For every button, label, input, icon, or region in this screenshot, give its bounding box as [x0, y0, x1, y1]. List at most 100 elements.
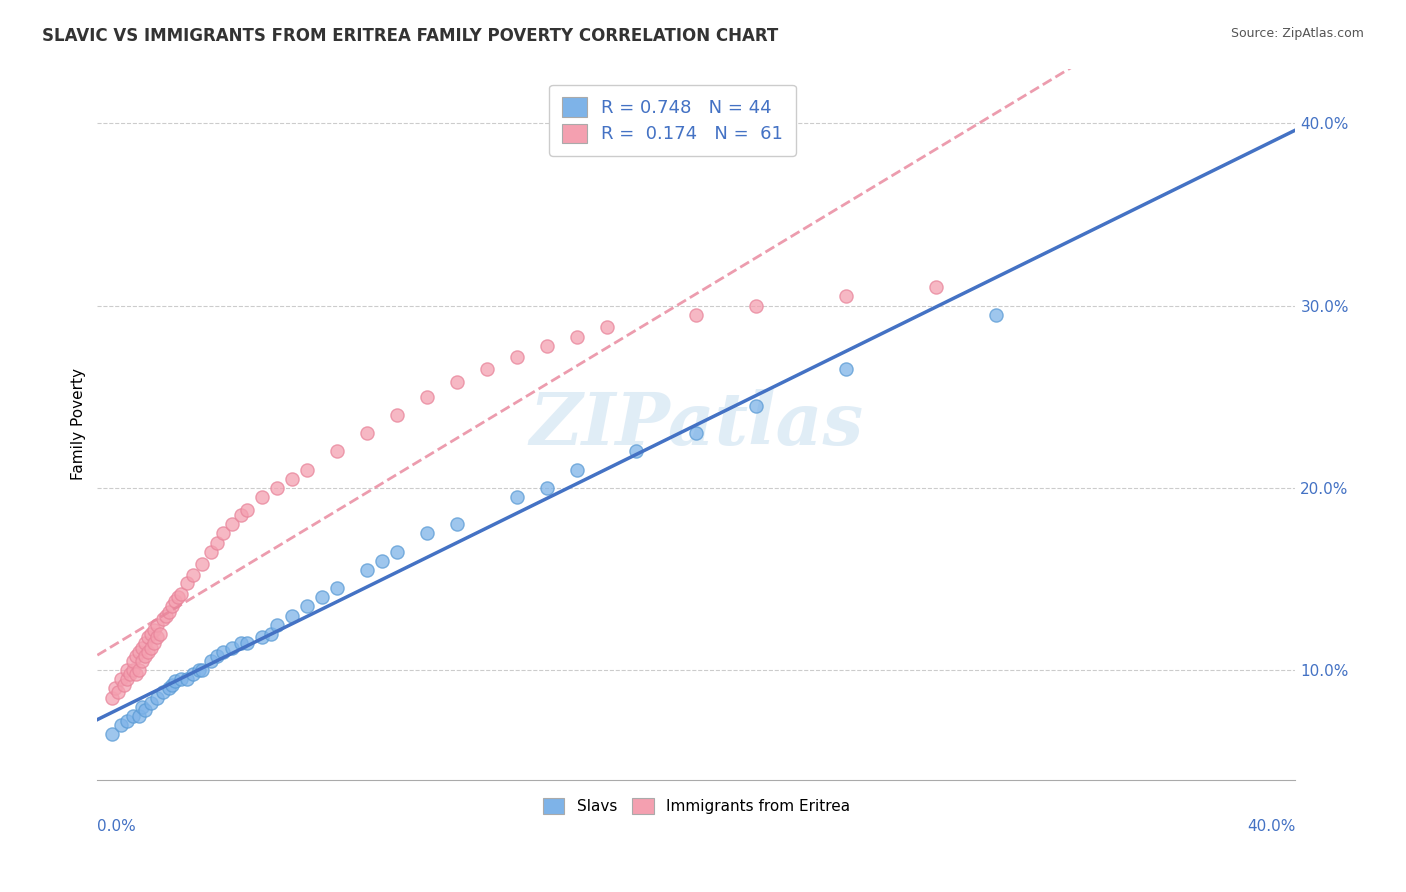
Point	[236, 636, 259, 650]
Point	[835, 362, 858, 376]
Point	[128, 663, 150, 677]
Point	[371, 554, 394, 568]
Point	[125, 648, 148, 663]
Point	[626, 444, 648, 458]
Point	[165, 674, 187, 689]
Point	[295, 463, 318, 477]
Point	[112, 678, 135, 692]
Legend: Slavs, Immigrants from Eritrea: Slavs, Immigrants from Eritrea	[536, 790, 858, 822]
Point	[149, 626, 172, 640]
Point	[134, 648, 156, 663]
Point	[229, 508, 252, 523]
Point	[160, 599, 183, 614]
Point	[212, 526, 235, 541]
Point	[141, 696, 163, 710]
Point	[475, 362, 498, 376]
Point	[416, 390, 439, 404]
Point	[146, 690, 169, 705]
Point	[165, 594, 187, 608]
Point	[141, 641, 163, 656]
Point	[131, 654, 153, 668]
Point	[125, 666, 148, 681]
Point	[356, 426, 378, 441]
Point	[446, 517, 468, 532]
Text: SLAVIC VS IMMIGRANTS FROM ERITREA FAMILY POVERTY CORRELATION CHART: SLAVIC VS IMMIGRANTS FROM ERITREA FAMILY…	[42, 27, 779, 45]
Point	[311, 591, 333, 605]
Point	[685, 426, 707, 441]
Point	[446, 375, 468, 389]
Point	[191, 663, 214, 677]
Point	[141, 626, 163, 640]
Point	[745, 299, 768, 313]
Point	[385, 408, 408, 422]
Point	[157, 605, 180, 619]
Point	[176, 575, 198, 590]
Point	[104, 681, 127, 696]
Text: Source: ZipAtlas.com: Source: ZipAtlas.com	[1230, 27, 1364, 40]
Point	[152, 612, 174, 626]
Point	[505, 490, 527, 504]
Point	[685, 308, 707, 322]
Point	[146, 617, 169, 632]
Point	[122, 663, 145, 677]
Point	[176, 673, 198, 687]
Point	[260, 626, 283, 640]
Point	[536, 339, 558, 353]
Point	[416, 526, 439, 541]
Point	[101, 690, 124, 705]
Point	[120, 666, 142, 681]
Point	[157, 681, 180, 696]
Point	[536, 481, 558, 495]
Point	[170, 673, 193, 687]
Point	[236, 502, 259, 516]
Text: 0.0%: 0.0%	[97, 819, 136, 834]
Point	[143, 636, 166, 650]
Point	[229, 636, 252, 650]
Point	[152, 685, 174, 699]
Point	[565, 463, 588, 477]
Point	[250, 490, 273, 504]
Y-axis label: Family Poverty: Family Poverty	[72, 368, 86, 480]
Point	[131, 641, 153, 656]
Point	[170, 587, 193, 601]
Point	[131, 699, 153, 714]
Point	[155, 608, 177, 623]
Point	[134, 636, 156, 650]
Point	[181, 666, 204, 681]
Point	[191, 558, 214, 572]
Point	[356, 563, 378, 577]
Point	[200, 545, 222, 559]
Point	[200, 654, 222, 668]
Point	[167, 591, 190, 605]
Point	[281, 608, 304, 623]
Point	[128, 708, 150, 723]
Point	[160, 678, 183, 692]
Point	[107, 685, 129, 699]
Point	[326, 581, 349, 595]
Point	[101, 727, 124, 741]
Point	[205, 648, 228, 663]
Point	[266, 617, 288, 632]
Point	[117, 673, 139, 687]
Point	[128, 645, 150, 659]
Point	[221, 641, 243, 656]
Point	[385, 545, 408, 559]
Point	[122, 708, 145, 723]
Point	[136, 645, 159, 659]
Point	[835, 289, 858, 303]
Point	[146, 631, 169, 645]
Point	[134, 703, 156, 717]
Point	[181, 568, 204, 582]
Point	[295, 599, 318, 614]
Point	[250, 631, 273, 645]
Point	[266, 481, 288, 495]
Point	[925, 280, 948, 294]
Point	[122, 654, 145, 668]
Point	[110, 673, 132, 687]
Point	[281, 472, 304, 486]
Point	[212, 645, 235, 659]
Point	[326, 444, 349, 458]
Point	[595, 320, 617, 334]
Point	[117, 663, 139, 677]
Point	[143, 623, 166, 637]
